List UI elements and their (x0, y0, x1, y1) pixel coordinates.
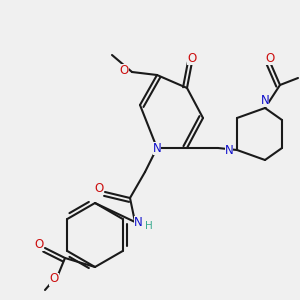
Text: O: O (50, 272, 58, 286)
Text: O: O (188, 52, 196, 64)
Text: O: O (266, 52, 274, 64)
Text: H: H (145, 221, 153, 231)
Text: O: O (94, 182, 103, 194)
Text: O: O (119, 64, 129, 76)
Text: N: N (261, 94, 269, 106)
Text: N: N (153, 142, 161, 154)
Text: N: N (134, 215, 142, 229)
Text: N: N (225, 143, 233, 157)
Text: O: O (34, 238, 43, 250)
